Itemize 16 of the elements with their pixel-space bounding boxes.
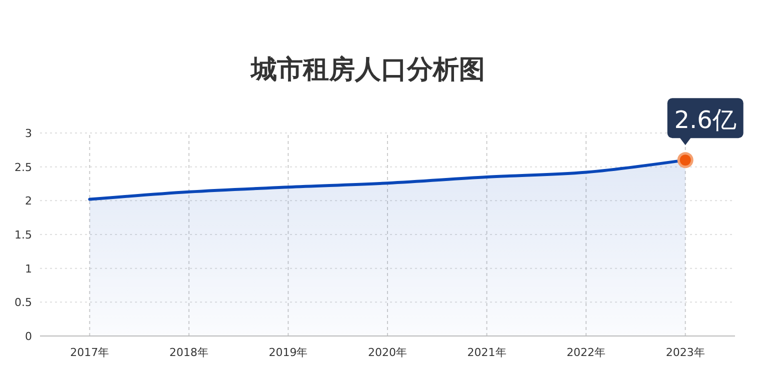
- annotation: 2.6亿: [674, 106, 736, 134]
- y-tick-label: 2: [25, 194, 32, 208]
- x-tick-label: 2018年: [169, 346, 208, 359]
- y-tick-label: 2.5: [14, 160, 32, 174]
- x-tick-label: 2022年: [566, 346, 606, 359]
- x-tick-label: 2017年: [70, 346, 110, 359]
- y-tick-label: 1.5: [14, 228, 32, 242]
- x-tick-label: 2023年: [666, 346, 705, 359]
- y-tick-label: 3: [25, 127, 32, 140]
- y-tick-label: 0.5: [14, 296, 32, 310]
- x-tick-label: 2020年: [368, 346, 407, 359]
- y-tick-label: 1: [25, 262, 32, 276]
- y-tick-label: 0: [25, 330, 32, 343]
- x-tick-label: 2019年: [268, 346, 308, 359]
- chart-title: 城市租房人口分析图: [250, 55, 485, 85]
- x-tick-label: 2021年: [467, 346, 506, 359]
